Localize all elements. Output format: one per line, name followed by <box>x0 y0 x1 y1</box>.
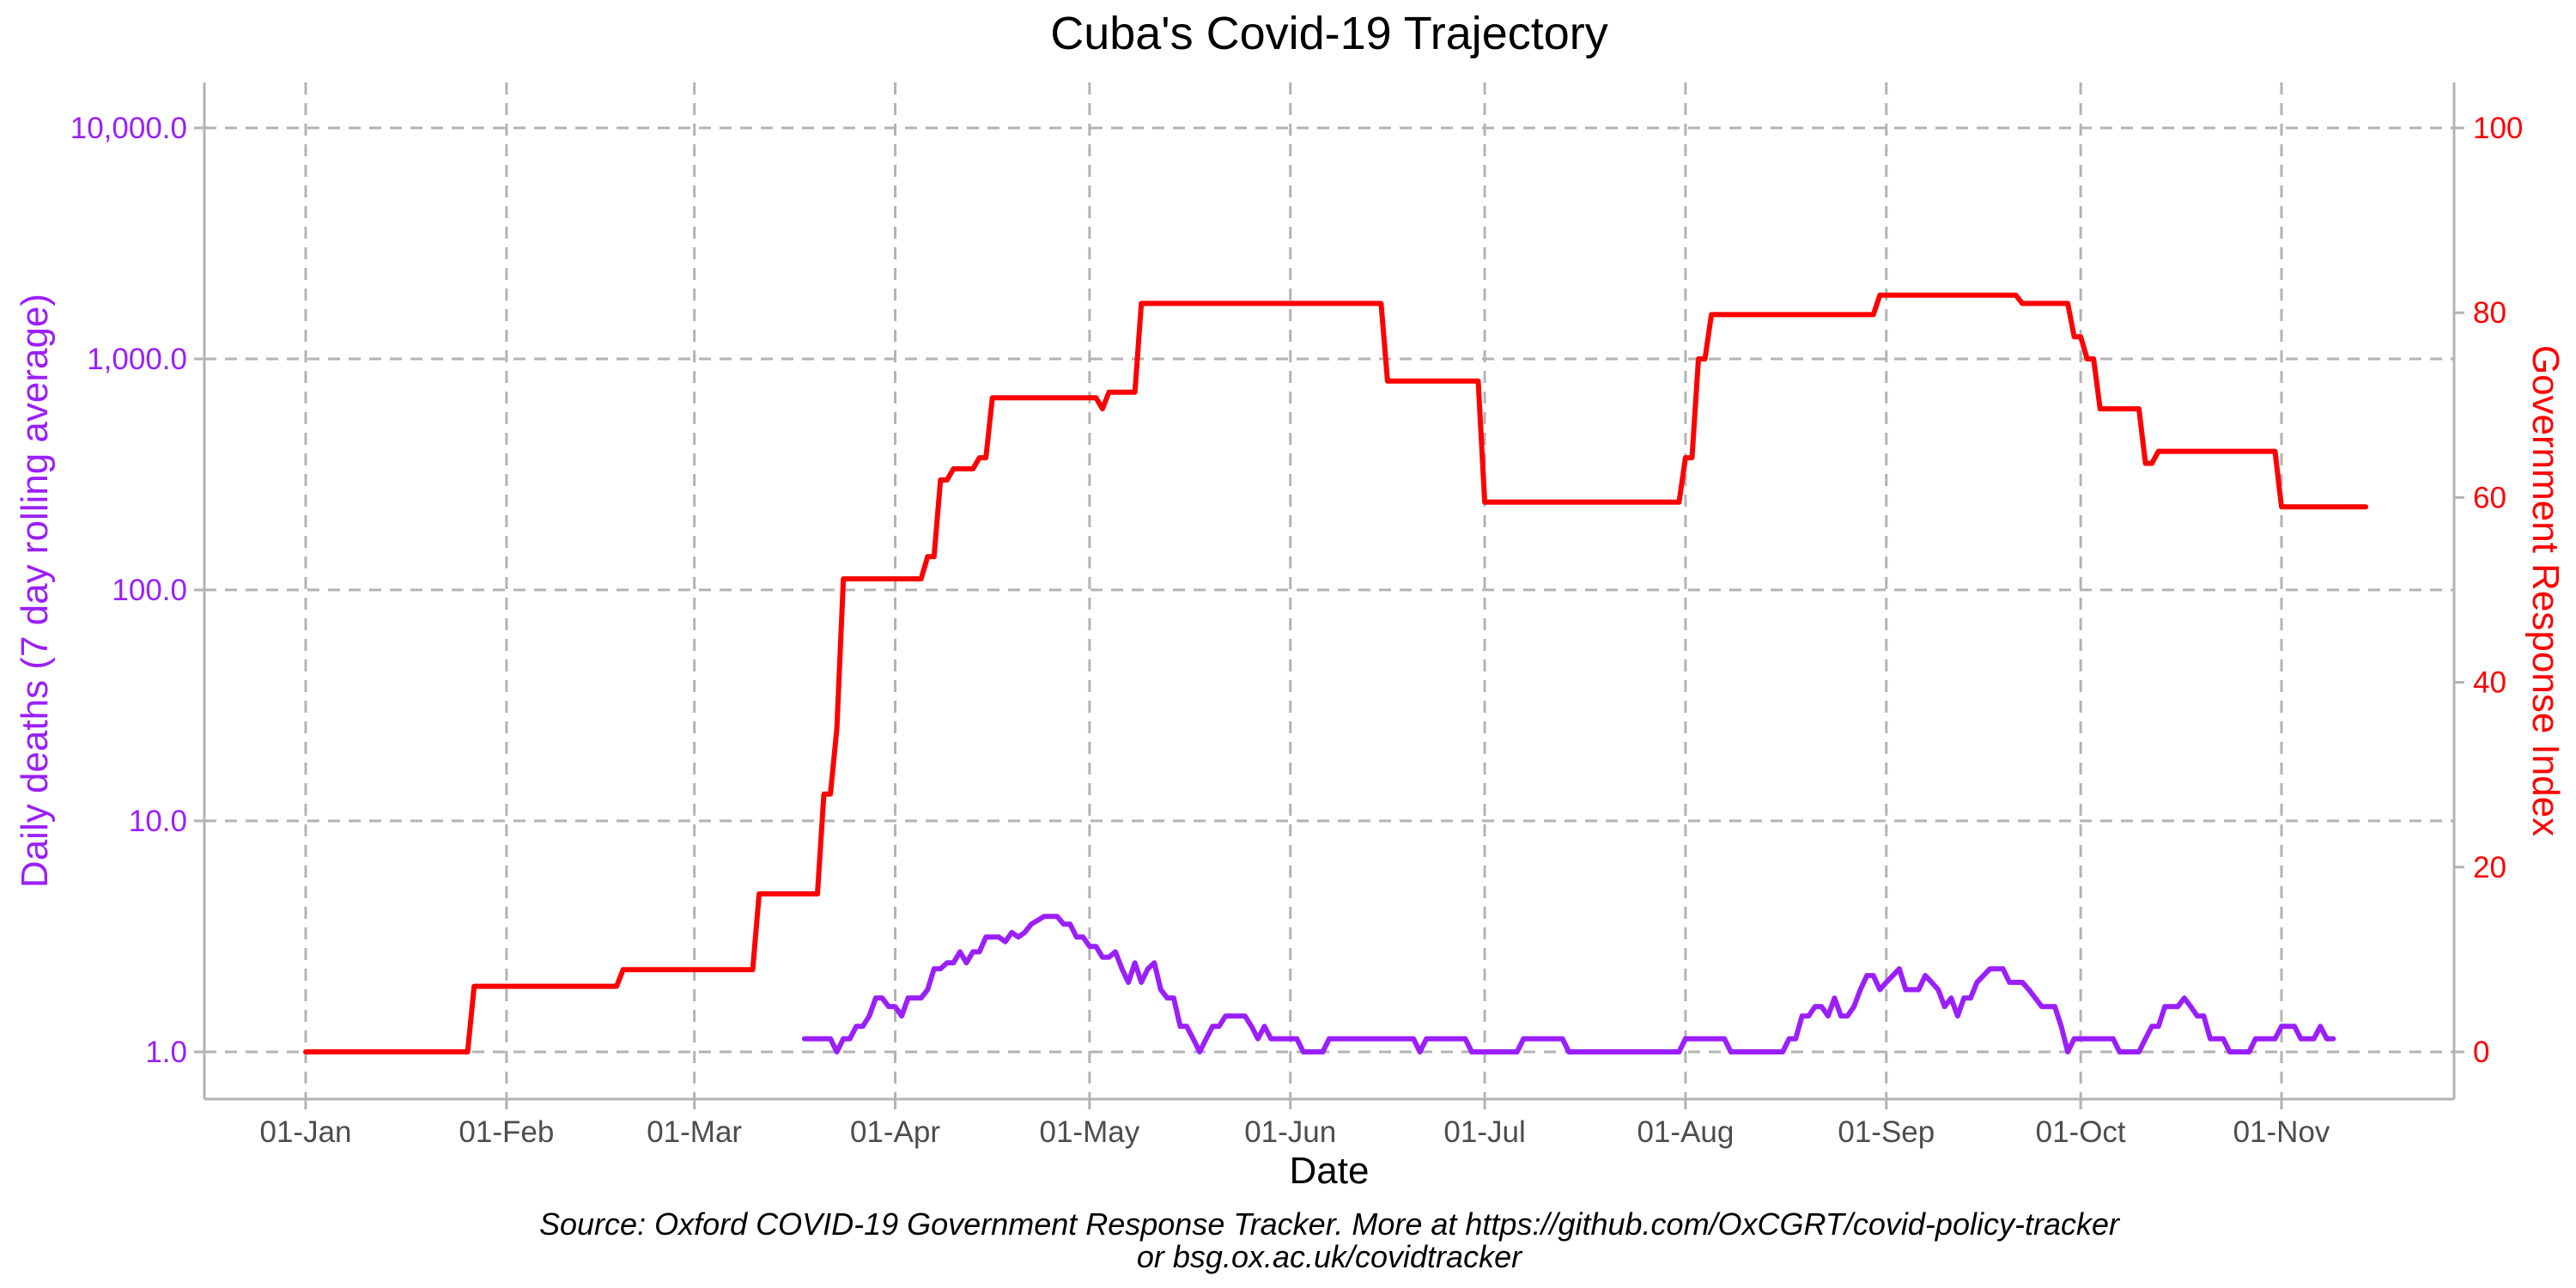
x-tick-label: 01-Apr <box>850 1115 940 1149</box>
left-tick-label: 1,000.0 <box>87 343 187 376</box>
response-index-series-line <box>303 292 2369 1054</box>
left-tick-label: 10,000.0 <box>70 112 187 145</box>
x-tick-label: 01-Aug <box>1637 1115 1734 1149</box>
x-tick-label: 01-Feb <box>459 1115 554 1149</box>
left-tick-label: 100.0 <box>112 574 187 607</box>
gridlines <box>204 82 2454 1099</box>
deaths-series-line <box>801 914 2336 1054</box>
x-tick-label: 01-Oct <box>2036 1115 2126 1149</box>
right-tick-label: 0 <box>2473 1036 2489 1069</box>
x-tick-label: 01-Nov <box>2233 1115 2330 1149</box>
right-axis-label: Government Response Index <box>2524 345 2567 836</box>
x-tick-label: 01-Jun <box>1244 1115 1336 1149</box>
caption-line-1: Source: Oxford COVID-19 Government Respo… <box>539 1206 2121 1242</box>
x-tick-label: 01-May <box>1040 1115 1140 1149</box>
x-tick-label: 01-Jan <box>259 1115 351 1149</box>
left-axis-label: Daily deaths (7 day rolling average) <box>14 294 56 888</box>
right-tick-label: 100 <box>2473 112 2523 145</box>
left-tick-label: 1.0 <box>145 1036 187 1069</box>
right-tick-label: 20 <box>2473 851 2506 884</box>
caption-line-2: or bsg.ox.ac.uk/covidtracker <box>1137 1239 1523 1274</box>
x-tick-label: 01-Sep <box>1838 1115 1935 1149</box>
x-tick-label: 01-Mar <box>647 1115 742 1149</box>
series-lines <box>303 292 2369 1054</box>
right-tick-label: 60 <box>2473 481 2506 514</box>
x-axis-label: Date <box>1290 1150 1370 1192</box>
left-tick-label: 10.0 <box>129 805 187 838</box>
right-tick-label: 40 <box>2473 666 2506 700</box>
right-tick-label: 80 <box>2473 296 2506 330</box>
chart-title: Cuba's Covid-19 Trajectory <box>1050 8 1608 59</box>
ticks: 01-Jan 01-Feb 01-Mar 01-Apr 01-May 01-Jun 01-J… <box>70 112 2524 1149</box>
x-tick-label: 01-Jul <box>1443 1115 1525 1149</box>
